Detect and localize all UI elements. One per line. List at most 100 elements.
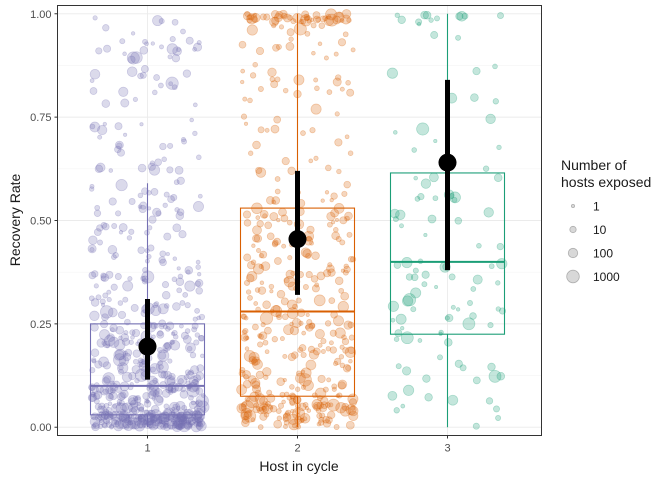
data-point (257, 406, 265, 415)
data-point (421, 270, 430, 279)
data-point (172, 422, 179, 429)
data-point (143, 400, 152, 408)
data-point (243, 374, 249, 380)
data-point (93, 283, 99, 289)
data-point (173, 415, 181, 423)
data-point (109, 388, 115, 394)
data-point (264, 221, 273, 230)
data-point (97, 134, 103, 140)
data-point (282, 378, 287, 383)
data-point (158, 351, 167, 360)
data-point (420, 10, 429, 20)
data-point (128, 228, 135, 235)
data-point (138, 415, 144, 422)
data-point (131, 328, 141, 338)
data-point (312, 11, 321, 20)
data-point (301, 330, 307, 336)
data-point (110, 416, 122, 428)
data-point (200, 353, 205, 359)
data-point (298, 418, 305, 424)
data-point (252, 359, 263, 370)
data-point (311, 251, 320, 261)
data-point (108, 168, 114, 173)
data-point (156, 330, 165, 339)
data-point (333, 361, 339, 367)
data-point (166, 166, 174, 174)
data-point (176, 415, 184, 423)
data-point (167, 389, 174, 395)
data-point (151, 396, 157, 401)
data-point (128, 402, 139, 413)
data-point (300, 367, 312, 379)
data-point (155, 395, 164, 404)
data-point (314, 282, 320, 288)
data-point (485, 113, 496, 125)
data-point (160, 416, 170, 426)
data-point (111, 254, 117, 260)
data-point (242, 370, 251, 379)
data-point (113, 420, 124, 432)
data-point (196, 315, 201, 321)
data-point (306, 408, 312, 413)
data-point (450, 304, 456, 310)
data-point (447, 394, 459, 406)
data-point (141, 187, 149, 195)
data-point (153, 395, 164, 406)
data-point (316, 421, 322, 427)
data-point (286, 219, 293, 226)
data-point (183, 374, 190, 381)
data-point (195, 387, 204, 395)
data-point (330, 192, 338, 200)
data-point (345, 404, 357, 416)
data-point (333, 227, 339, 233)
data-point (240, 333, 249, 342)
data-point (472, 67, 481, 76)
data-point (397, 15, 406, 24)
data-point (121, 418, 132, 429)
data-point (423, 232, 428, 238)
data-point (417, 193, 425, 201)
data-point (178, 412, 187, 420)
data-point (347, 393, 359, 405)
data-point (333, 11, 345, 23)
data-point (105, 343, 111, 349)
data-point (495, 306, 501, 312)
data-point (277, 402, 285, 409)
data-point (163, 303, 170, 309)
data-point (282, 416, 289, 422)
data-point (93, 392, 101, 400)
data-point (97, 405, 105, 414)
data-point (158, 419, 163, 424)
data-point (187, 408, 193, 414)
data-point (107, 307, 118, 318)
data-point (178, 418, 185, 425)
data-point (144, 41, 149, 47)
data-point (263, 13, 271, 21)
data-point (432, 195, 439, 202)
data-point (330, 208, 339, 218)
data-point (118, 223, 128, 232)
data-point (159, 250, 167, 258)
data-point (350, 405, 356, 411)
data-point (127, 55, 136, 64)
data-point (334, 276, 344, 286)
data-point (169, 340, 181, 351)
data-point (136, 422, 144, 429)
data-point (132, 96, 138, 102)
data-point (118, 391, 127, 400)
data-point (251, 356, 261, 366)
data-point (256, 220, 264, 228)
data-point (451, 196, 458, 203)
data-point (122, 420, 134, 431)
data-point (461, 12, 469, 20)
data-point (337, 301, 349, 313)
data-point (167, 358, 173, 364)
data-point (413, 175, 418, 181)
data-point (236, 384, 247, 396)
data-point (246, 17, 253, 24)
data-point (176, 266, 181, 271)
data-point (147, 225, 153, 231)
data-point (100, 275, 107, 282)
data-point (495, 280, 501, 286)
data-point (114, 273, 122, 280)
